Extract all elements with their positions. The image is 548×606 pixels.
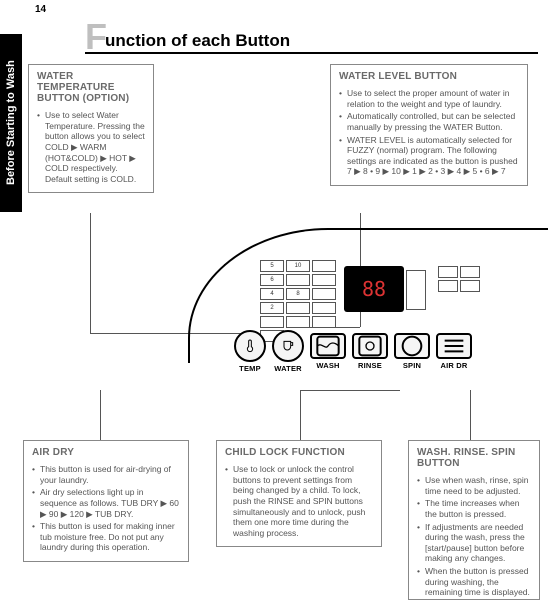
program-button[interactable]: 2 (260, 302, 284, 314)
program-button[interactable] (286, 274, 310, 286)
program-button[interactable] (312, 316, 336, 328)
knob-label: WASH (316, 361, 339, 370)
pointer-line (100, 390, 101, 440)
program-button[interactable]: 4 (260, 288, 284, 300)
panel-top-row: 5106 482 88 (260, 260, 548, 322)
pointer-line (300, 390, 301, 440)
cup-icon[interactable] (272, 330, 304, 362)
list-item: Use to lock or unlock the control button… (225, 464, 373, 538)
list-item: Use to select the proper amount of water… (339, 88, 519, 109)
wash-icon[interactable] (310, 333, 346, 359)
pointer-line (300, 390, 400, 391)
program-button[interactable] (260, 316, 284, 328)
small-button[interactable] (460, 280, 480, 292)
box-wash-rinse-spin: WASH. RINSE. SPIN BUTTON Use when wash, … (408, 440, 540, 600)
box-water-temp: WATER TEMPERATURE BUTTON (OPTION) Use to… (28, 64, 154, 193)
program-button[interactable] (312, 260, 336, 272)
list-item: When the button is pressed during washin… (417, 566, 531, 598)
program-button[interactable] (312, 274, 336, 286)
program-button[interactable]: 10 (286, 260, 310, 272)
airdry-icon[interactable] (436, 333, 472, 359)
list-item: This button is used for air-drying of yo… (32, 464, 180, 485)
knob-label: SPIN (403, 361, 421, 370)
knob-wash: WASH (310, 333, 346, 370)
box-air-dry: AIR DRY This button is used for air-dryi… (23, 440, 189, 562)
program-button[interactable]: 5 (260, 260, 284, 272)
pointer-line (90, 213, 91, 333)
small-buttons (438, 266, 480, 322)
knob-label: TEMP (239, 364, 261, 373)
list-item: WATER LEVEL is automatically selected fo… (339, 135, 519, 178)
knob-label: RINSE (358, 361, 382, 370)
program-button[interactable] (312, 302, 336, 314)
program-button[interactable]: 8 (286, 288, 310, 300)
title-initial: F (85, 23, 107, 52)
list-item: Use when wash, rinse, spin time need to … (417, 475, 531, 496)
box-list: This button is used for air-drying of yo… (32, 464, 180, 553)
box-heading: WASH. RINSE. SPIN BUTTON (417, 447, 531, 469)
side-tab: Before Starting to Wash (0, 34, 22, 212)
program-button[interactable] (312, 288, 336, 300)
knob-label: AIR DR (440, 361, 467, 370)
list-item: If adjustments are needed during the was… (417, 522, 531, 565)
control-panel: 5106482 88 TEMPWATERWASHRINSESPINAIR DR (188, 228, 548, 363)
box-heading: AIR DRY (32, 447, 180, 458)
knob-label: WATER (274, 364, 302, 373)
list-item: This button is used for making inner tub… (32, 521, 180, 553)
program-button[interactable]: 6 (260, 274, 284, 286)
page-title: unction of each Button (105, 31, 290, 51)
box-list: Use to select the proper amount of water… (339, 88, 519, 177)
spin-icon[interactable] (394, 333, 430, 359)
rinse-icon[interactable] (352, 333, 388, 359)
program-button[interactable] (286, 302, 310, 314)
title-bar: F unction of each Button (85, 28, 538, 54)
pointer-line (470, 390, 471, 440)
small-button[interactable] (438, 266, 458, 278)
program-buttons-grid: 5106 482 (260, 260, 336, 322)
box-heading: WATER TEMPERATURE BUTTON (OPTION) (37, 71, 145, 104)
list-item: Air dry selections light up in sequence … (32, 487, 180, 519)
list-item: Use to select Water Temperature. Pressin… (37, 110, 145, 184)
box-child-lock: CHILD LOCK FUNCTION Use to lock or unloc… (216, 440, 382, 547)
list-item: Automatically controlled, but can be sel… (339, 111, 519, 132)
knob-row: TEMP WATER WASH RINSE SPIN AIR DR (234, 330, 548, 373)
box-list: Use to select Water Temperature. Pressin… (37, 110, 145, 184)
small-button[interactable] (460, 266, 480, 278)
knob-spin: SPIN (394, 333, 430, 370)
list-item: The time increases when the button is pr… (417, 498, 531, 519)
box-list: Use when wash, rinse, spin time need to … (417, 475, 531, 598)
box-heading: WATER LEVEL BUTTON (339, 71, 519, 82)
box-list: Use to lock or unlock the control button… (225, 464, 373, 538)
box-heading: CHILD LOCK FUNCTION (225, 447, 373, 458)
knob-rinse: RINSE (352, 333, 388, 370)
knob-water: WATER (272, 330, 304, 373)
thermometer-icon[interactable] (234, 330, 266, 362)
small-button[interactable] (438, 280, 458, 292)
knob-air dr: AIR DR (436, 333, 472, 370)
page-number: 14 (35, 4, 46, 15)
knob-temp: TEMP (234, 330, 266, 373)
box-water-level: WATER LEVEL BUTTON Use to select the pro… (330, 64, 528, 186)
program-button[interactable] (286, 316, 310, 328)
digital-display: 88 (344, 266, 404, 312)
